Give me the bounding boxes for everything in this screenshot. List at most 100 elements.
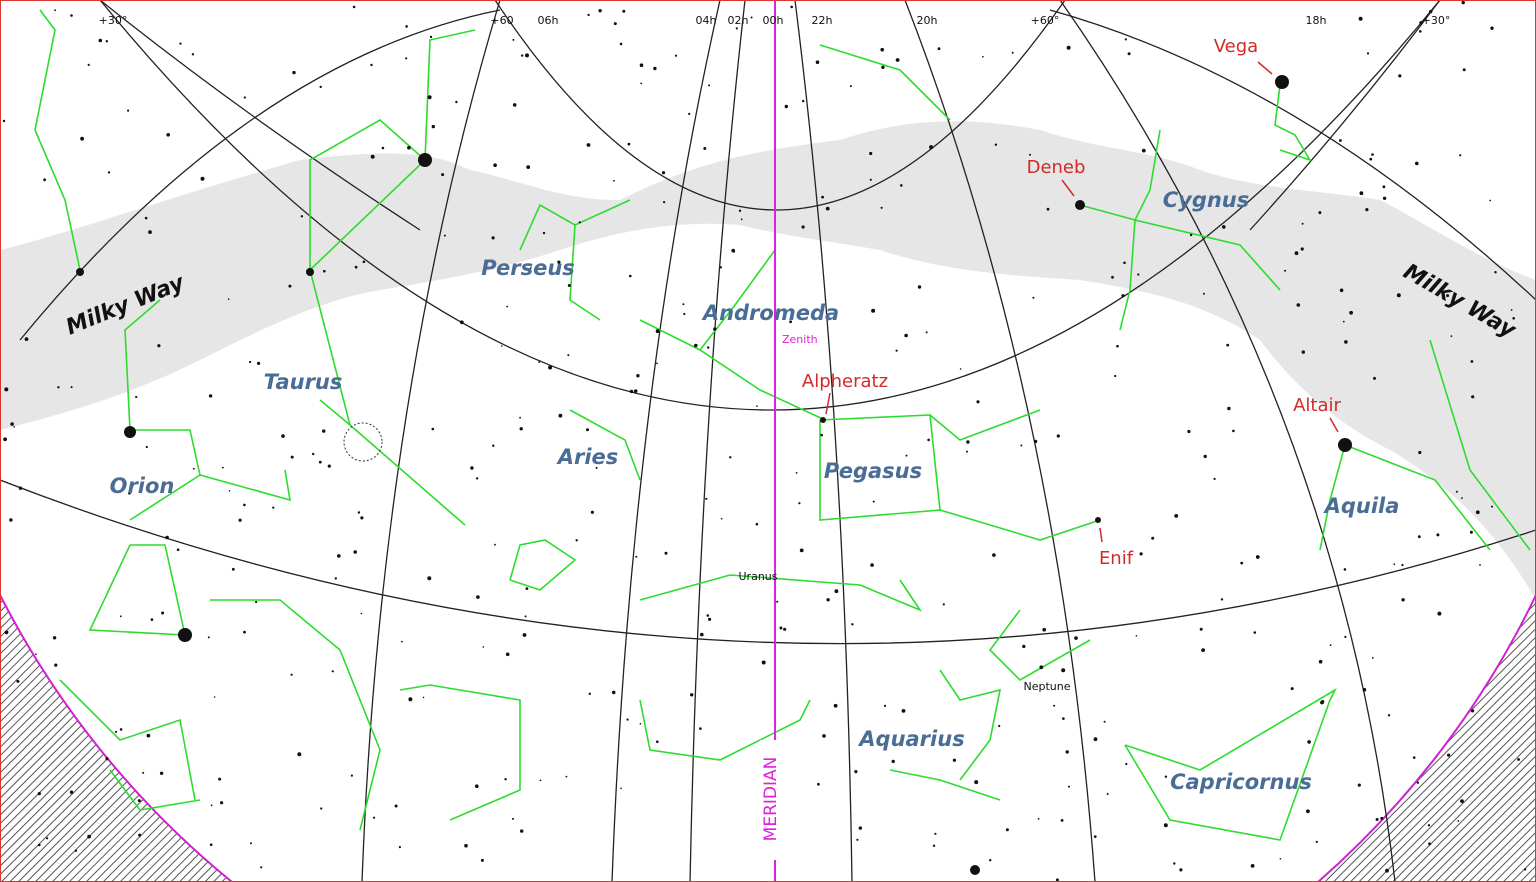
star-dot [1173,862,1175,864]
grid-label: +60 [490,14,513,27]
star-dot [3,437,7,441]
star-dot [736,27,738,29]
star-dot [1415,162,1419,166]
zenith-label: Zenith [782,333,818,346]
star-dot [138,799,141,802]
star-dot [260,866,262,868]
meridian-label: MERIDIAN [761,757,781,842]
star-dot [353,6,356,9]
star-dot [1222,225,1226,229]
star-dot [1471,360,1474,363]
star-dot [1240,562,1243,565]
star-dot [1397,293,1401,297]
star-dot [880,48,884,52]
grid-label: 00h [763,14,784,27]
star-dot [1462,1,1465,4]
star-dot [481,859,484,862]
star-dot [1114,375,1116,377]
star-dot [1401,564,1403,566]
star-dot [1418,535,1421,538]
star-dot [587,143,591,147]
grid-label: 20h [917,14,938,27]
star-dot [721,518,723,520]
star-dot [1123,262,1126,265]
star-dot [1125,38,1127,40]
star-dot [444,235,446,237]
star-dot [192,53,194,55]
star-dot [636,374,639,377]
star-dot [779,627,782,630]
star-dot [401,641,403,643]
planet-label: Uranus [739,570,778,583]
star-dot [209,394,212,397]
star-dot [1436,533,1439,536]
constellation-label: Taurus [264,370,343,394]
star-dot [635,556,637,558]
star-dot [1470,531,1473,534]
star-dot [405,57,407,59]
star-dot [998,725,1000,727]
star-dot [620,43,623,46]
star-dot [1179,868,1182,871]
star-dot [783,628,786,631]
star-dot [1061,668,1065,672]
star-dot [337,554,341,558]
star-dot [1012,52,1014,54]
star-dot [353,550,357,554]
star-dot [10,422,14,426]
star-dot [1301,247,1304,250]
star-dot [1398,74,1401,77]
star-dot [108,171,110,173]
star-dot [323,270,326,273]
star-dot [291,674,293,676]
star-dot [1201,648,1205,652]
star-dot [1339,139,1342,142]
star-dot [1165,776,1167,778]
star-dot [160,772,163,775]
star-dot [16,680,19,683]
star-dot [1187,430,1190,433]
star-dot [525,53,529,57]
planet-label: Neptune [1023,680,1070,693]
star-dot [1128,52,1131,55]
star-dot [1316,841,1318,843]
star-dot [1393,563,1395,565]
star-dot [598,9,601,12]
star-dot [1340,289,1344,293]
star-dot [1174,514,1178,518]
star-dot [982,56,984,58]
star-dot [1524,868,1526,870]
constellation-label: Perseus [481,256,575,280]
star-dot [798,502,800,504]
star-dot [1344,340,1348,344]
star-dot [1363,688,1367,692]
star-dot [720,266,722,268]
star-dot [1447,754,1450,757]
star-dot [423,697,425,699]
star-dot [1042,628,1046,632]
star-dot [1039,665,1043,669]
star-dot [953,759,956,762]
star-dot [177,548,180,551]
grid-label: +60° [1031,14,1060,27]
star-dot [1365,208,1368,211]
star-dot [249,361,251,363]
star-dot [904,334,908,338]
star-dot [250,842,252,844]
star-dot [1284,270,1286,272]
star-dot [802,100,804,102]
star-dot [870,563,874,567]
star-dot [157,344,160,347]
star-dot [731,249,735,253]
star-dot [1057,434,1060,437]
star-dot [929,145,933,149]
star-dot [147,734,151,738]
star-dot [634,389,638,393]
grid-label: 06h [538,14,559,27]
star-dot [255,601,257,603]
star-dot [476,595,480,599]
star-dot [800,549,804,553]
star-dot [193,468,195,470]
star-dot [257,362,260,365]
star-dot [683,313,685,315]
